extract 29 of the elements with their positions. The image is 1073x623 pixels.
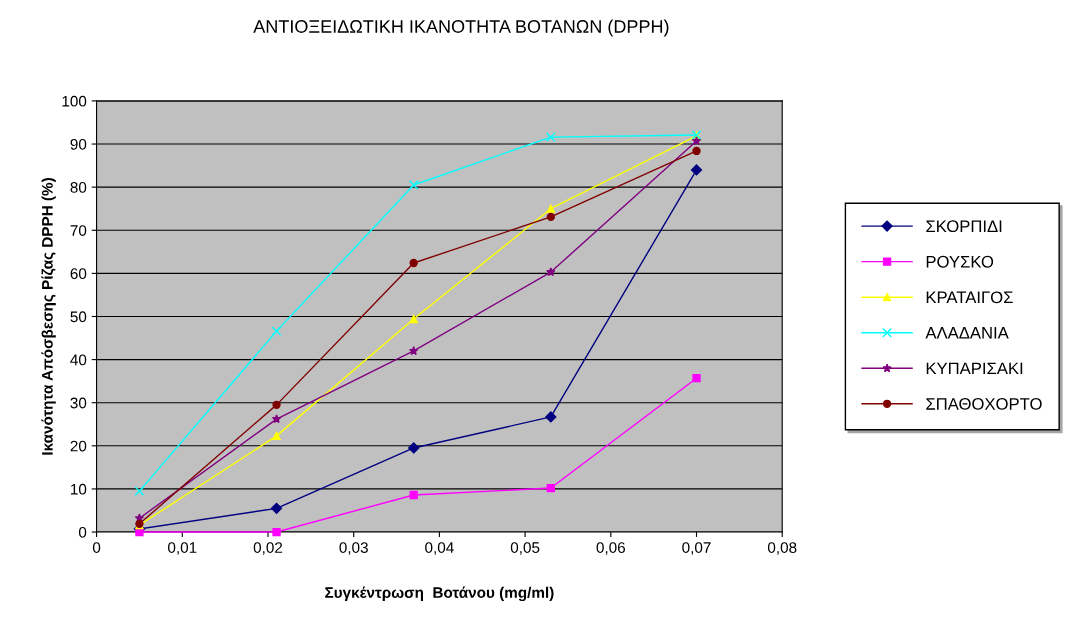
chart-title: ΑΝΤΙΟΞΕΙΔΩΤΙΚΗ ΙΚΑΝΟΤΗΤΑ ΒΟΤΑΝΩΝ (DPPH): [253, 19, 669, 37]
legend-label: ΑΛΑΔΑΝΙΑ: [925, 327, 1009, 339]
y-tick-label: 60: [70, 268, 87, 280]
x-tick-label: 0,06: [596, 542, 625, 555]
x-tick-label: 0,03: [339, 542, 368, 555]
y-tick-label: 30: [70, 397, 87, 409]
x-tick-label: 0,02: [253, 542, 283, 555]
legend-label: ΣΚΟΡΠΙΔΙ: [926, 220, 1002, 233]
x-tick-label: 0,01: [168, 542, 197, 555]
x-tick-label: 0,07: [682, 542, 711, 555]
legend-label: ΚΥΠΑΡΙΣΑΚΙ: [926, 362, 1023, 375]
y-tick-label: 10: [71, 483, 87, 495]
legend-label: ΣΠΑΘΟΧΟΡΤΟ: [926, 398, 1042, 410]
y-tick-label: 20: [70, 440, 87, 452]
x-tick-label: 0,05: [510, 542, 540, 555]
x-tick-label: 0: [92, 542, 101, 553]
x-tick-label: 0,04: [425, 542, 454, 555]
y-tick-label: 0: [78, 526, 87, 538]
x-tick-label: 0,08: [767, 542, 797, 555]
y-tick-label: 90: [70, 138, 87, 150]
y-tick-label: 80: [70, 182, 87, 193]
x-axis-title: Συγκέντρωση Βοτάνου (mg/ml): [325, 586, 554, 602]
y-tick-label: 100: [62, 95, 87, 107]
legend-label: ΚΡΑΤΑΙΓΟΣ: [926, 291, 1013, 304]
y-tick-label: 70: [70, 225, 87, 236]
y-tick-label: 50: [70, 311, 87, 323]
legend-label: ΡΟΥΣΚΟ: [926, 255, 994, 268]
y-tick-label: 40: [70, 354, 87, 366]
y-axis-title: Ικανότητα Απόσβεσης Ρίζας DPPH (%): [41, 178, 56, 455]
